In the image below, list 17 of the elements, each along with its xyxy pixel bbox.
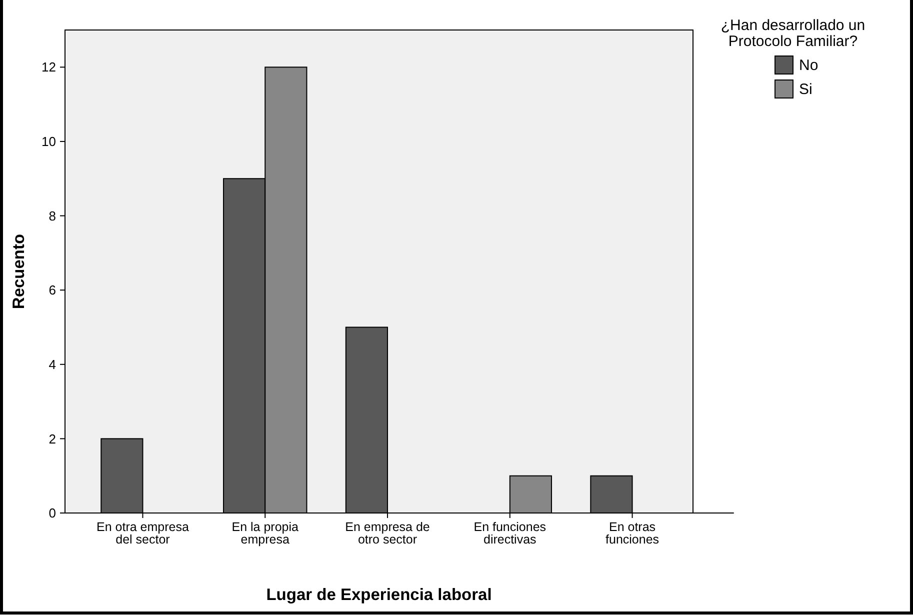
y-tick-label: 0 xyxy=(48,506,56,521)
x-tick-label: En funciones directivas xyxy=(474,520,546,546)
x-tick-label: En otra empresa del sector xyxy=(96,520,189,546)
y-tick-label: 6 xyxy=(48,282,56,298)
y-axis-title: Recuento xyxy=(10,234,28,310)
y-tick-label: 10 xyxy=(42,134,56,150)
y-tick-label: 2 xyxy=(48,431,56,446)
x-tick-label: En empresa de otro sector xyxy=(345,520,430,546)
legend-title: ¿Han desarrollado un Protocolo Familiar? xyxy=(720,17,866,50)
x-tick-label: En la propia empresa xyxy=(232,520,299,546)
y-tick-label: 8 xyxy=(48,208,56,224)
y-tick-label: 12 xyxy=(42,60,56,75)
x-axis-title: Lugar de Experiencia laboral xyxy=(266,586,492,604)
legend-label: Si xyxy=(799,81,812,98)
x-tick-label: En otras funciones xyxy=(606,520,660,546)
y-tick-label: 4 xyxy=(48,356,56,372)
legend-label: No xyxy=(799,57,818,74)
